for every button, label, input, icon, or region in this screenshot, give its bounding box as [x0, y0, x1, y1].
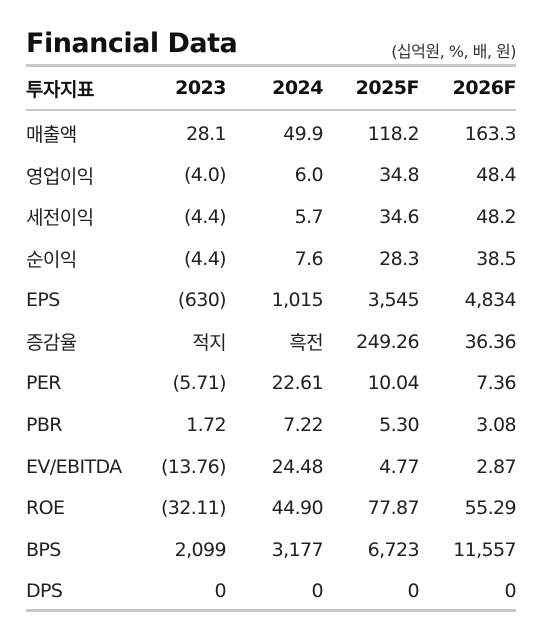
table-cell: 3,545 [367, 289, 420, 312]
row-label: 증감율 [26, 332, 77, 355]
table-cell: (5.71) [172, 372, 226, 395]
table-row: BPS 2,099 3,177 6,723 11,557 [26, 529, 517, 571]
table-row: PER (5.71) 22.61 10.04 7.36 [26, 363, 517, 405]
table-cell: (4.0) [183, 164, 227, 187]
header-year-2024: 2024 [272, 77, 323, 99]
row-label: 영업이익 [26, 165, 94, 188]
table-cell: 3.08 [476, 413, 517, 436]
table-cell: 7.6 [294, 247, 324, 270]
table-cell: 28.3 [379, 247, 420, 270]
table-title: Financial Data [26, 28, 238, 59]
table-cell: 11,557 [453, 538, 516, 561]
header-year-2023: 2023 [175, 77, 226, 99]
table-row: 영업이익 (4.0) 6.0 34.8 48.4 [26, 155, 517, 197]
table-cell: 7.36 [476, 372, 517, 395]
table-cell: 36.36 [464, 330, 517, 353]
table-cell: 2.87 [476, 455, 517, 478]
row-label: DPS [26, 580, 63, 603]
table-cell: 28.1 [186, 122, 227, 145]
row-label: EPS [26, 289, 60, 312]
table-cell: 6.0 [294, 164, 324, 187]
table-cell: 0 [214, 580, 227, 603]
table-cell: 0 [407, 580, 420, 603]
table-cell: 흑전 [289, 332, 323, 355]
table-cell: (13.76) [160, 455, 227, 478]
bottom-rule [26, 609, 516, 612]
table-cell: 38.5 [476, 247, 517, 270]
table-row: 세전이익 (4.4) 5.7 34.6 48.2 [26, 196, 517, 238]
row-label: 세전이익 [26, 207, 94, 230]
table-cell: 55.29 [464, 497, 517, 520]
table-cell: 163.3 [464, 122, 517, 145]
table-cell: 5.30 [379, 413, 420, 436]
table-cell: 48.4 [476, 164, 517, 187]
table-cell: 1.72 [186, 413, 227, 436]
table-row: ROE (32.11) 44.90 77.87 55.29 [26, 487, 517, 529]
header-row: 투자지표 2023 2024 2025F 2026F [26, 67, 517, 109]
table-row: 증감율 적지 흑전 249.26 36.36 [26, 321, 517, 363]
header-year-2026f: 2026F [452, 77, 517, 99]
table-row: DPS 0 0 0 0 [26, 571, 517, 613]
table-row: PBR 1.72 7.22 5.30 3.08 [26, 404, 517, 446]
table-cell: 44.90 [271, 497, 324, 520]
financial-table: 투자지표 2023 2024 2025F 2026F 매출액 28.1 49.9… [26, 67, 517, 613]
table-cell: 1,015 [271, 289, 324, 312]
table-row: EPS (630) 1,015 3,545 4,834 [26, 279, 517, 321]
row-label: PER [26, 372, 61, 395]
header-rule [26, 109, 516, 111]
table-cell: 24.48 [271, 455, 324, 478]
table-cell: 0 [311, 580, 324, 603]
table-body: 매출액 28.1 49.9 118.2 163.3 영업이익 (4.0) 6.0… [26, 109, 517, 613]
table-cell: 5.7 [294, 205, 324, 228]
row-label: EV/EBITDA [26, 455, 122, 478]
table-cell: (4.4) [183, 247, 227, 270]
unit-note: (십억원, %, 배, 원) [391, 42, 516, 61]
table-cell: 6,723 [367, 538, 420, 561]
table-cell: 48.2 [476, 205, 517, 228]
table-cell: 2,099 [174, 538, 227, 561]
table-cell: 22.61 [271, 372, 324, 395]
table-cell: 적지 [192, 332, 226, 355]
table-cell: 0 [504, 580, 517, 603]
table-cell: 118.2 [367, 122, 420, 145]
table-cell: 34.6 [379, 205, 420, 228]
table-cell: 249.26 [356, 330, 419, 353]
table-header: 투자지표 2023 2024 2025F 2026F [26, 67, 517, 109]
table-cell: 4.77 [379, 455, 420, 478]
table-cell: 3,177 [271, 538, 324, 561]
table-cell: (32.11) [160, 497, 227, 520]
row-label: PBR [26, 413, 63, 436]
table-cell: (630) [177, 289, 227, 312]
table-cell: 10.04 [367, 372, 420, 395]
title-row: Financial Data (십억원, %, 배, 원) [26, 24, 516, 68]
row-label: BPS [26, 538, 61, 561]
table-cell: 4,834 [464, 289, 517, 312]
row-label: 매출액 [26, 124, 77, 147]
table-row: EV/EBITDA (13.76) 24.48 4.77 2.87 [26, 446, 517, 488]
table-row: 순이익 (4.4) 7.6 28.3 38.5 [26, 238, 517, 280]
table-cell: 77.87 [367, 497, 420, 520]
table-row: 매출액 28.1 49.9 118.2 163.3 [26, 109, 517, 155]
table-cell: 7.22 [283, 413, 324, 436]
table-cell: (4.4) [183, 205, 227, 228]
top-rule [26, 64, 516, 67]
row-label: 순이익 [26, 249, 77, 272]
table-cell: 49.9 [283, 122, 324, 145]
header-year-2025f: 2025F [355, 77, 420, 99]
table-cell: 34.8 [379, 164, 420, 187]
header-metric: 투자지표 [26, 78, 94, 101]
row-label: ROE [26, 497, 65, 520]
